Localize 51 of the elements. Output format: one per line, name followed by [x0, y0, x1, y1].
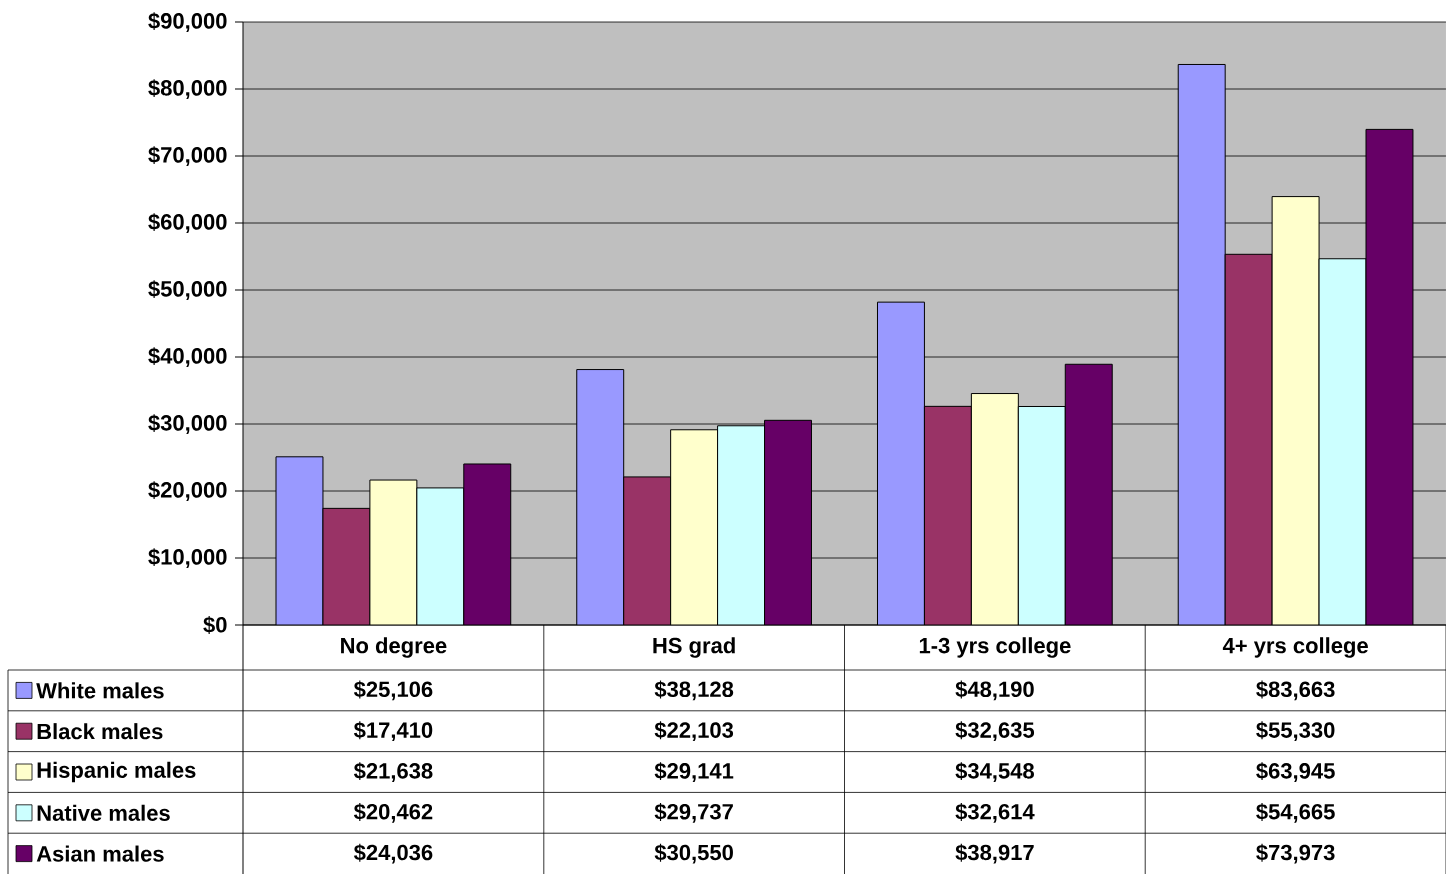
bar [1224, 253, 1273, 626]
y-tick-label: $30,000 [148, 414, 227, 434]
x-tick-label: HS grad [653, 637, 735, 658]
bar [623, 476, 672, 626]
y-tick-label: $0 [203, 616, 227, 634]
text: $30,550 [654, 843, 733, 864]
x-tick-label: 4+ yrs college [1222, 637, 1368, 658]
y-tick-label: $10,000 [148, 548, 227, 568]
text: $32,614 [955, 802, 1035, 823]
text: $29,737 [654, 802, 733, 823]
y-tick-label: $50,000 [148, 280, 227, 300]
legend-label: Hispanic males [37, 761, 196, 783]
x-tick-label: No degree [341, 637, 447, 658]
text: $63,945 [1256, 762, 1335, 782]
text: $24,036 [353, 843, 433, 864]
text: $48,190 [955, 680, 1034, 701]
y-tick-label: $60,000 [148, 213, 227, 233]
x-tick-label: 1-3 yrs college [919, 637, 1071, 658]
legend-label: Asian males [36, 845, 164, 862]
text: $25,106 [353, 680, 433, 701]
legend-label: Black males [37, 723, 163, 740]
text: $32,635 [955, 721, 1035, 742]
y-tick-label: $80,000 [148, 79, 227, 99]
bar [1365, 128, 1414, 626]
text: $21,638 [353, 762, 433, 782]
bar [764, 419, 812, 626]
bar [576, 369, 625, 626]
y-tick-label: $40,000 [148, 347, 227, 367]
bar [275, 456, 324, 626]
text: $34,548 [955, 762, 1034, 782]
text: $55,330 [1256, 721, 1335, 742]
text: $22,103 [654, 721, 734, 742]
bar [1177, 63, 1226, 626]
bar [463, 463, 512, 626]
text: $38,917 [955, 843, 1034, 864]
bar [876, 301, 925, 626]
legend-label: White males [36, 682, 164, 699]
legend-label: Native males [37, 804, 170, 821]
y-tick-label: $90,000 [148, 12, 227, 32]
bar [322, 507, 371, 626]
bar [1064, 363, 1113, 626]
text: $38,128 [654, 680, 734, 701]
text: $73,973 [1256, 843, 1335, 864]
text: $54,665 [1256, 802, 1335, 823]
y-tick-label: $20,000 [148, 481, 227, 501]
text: $29,141 [654, 762, 734, 782]
y-tick-label: $70,000 [148, 146, 227, 166]
text: $83,663 [1256, 680, 1335, 701]
bar [923, 405, 972, 626]
text: $17,410 [353, 721, 433, 742]
text: $20,462 [353, 802, 433, 823]
